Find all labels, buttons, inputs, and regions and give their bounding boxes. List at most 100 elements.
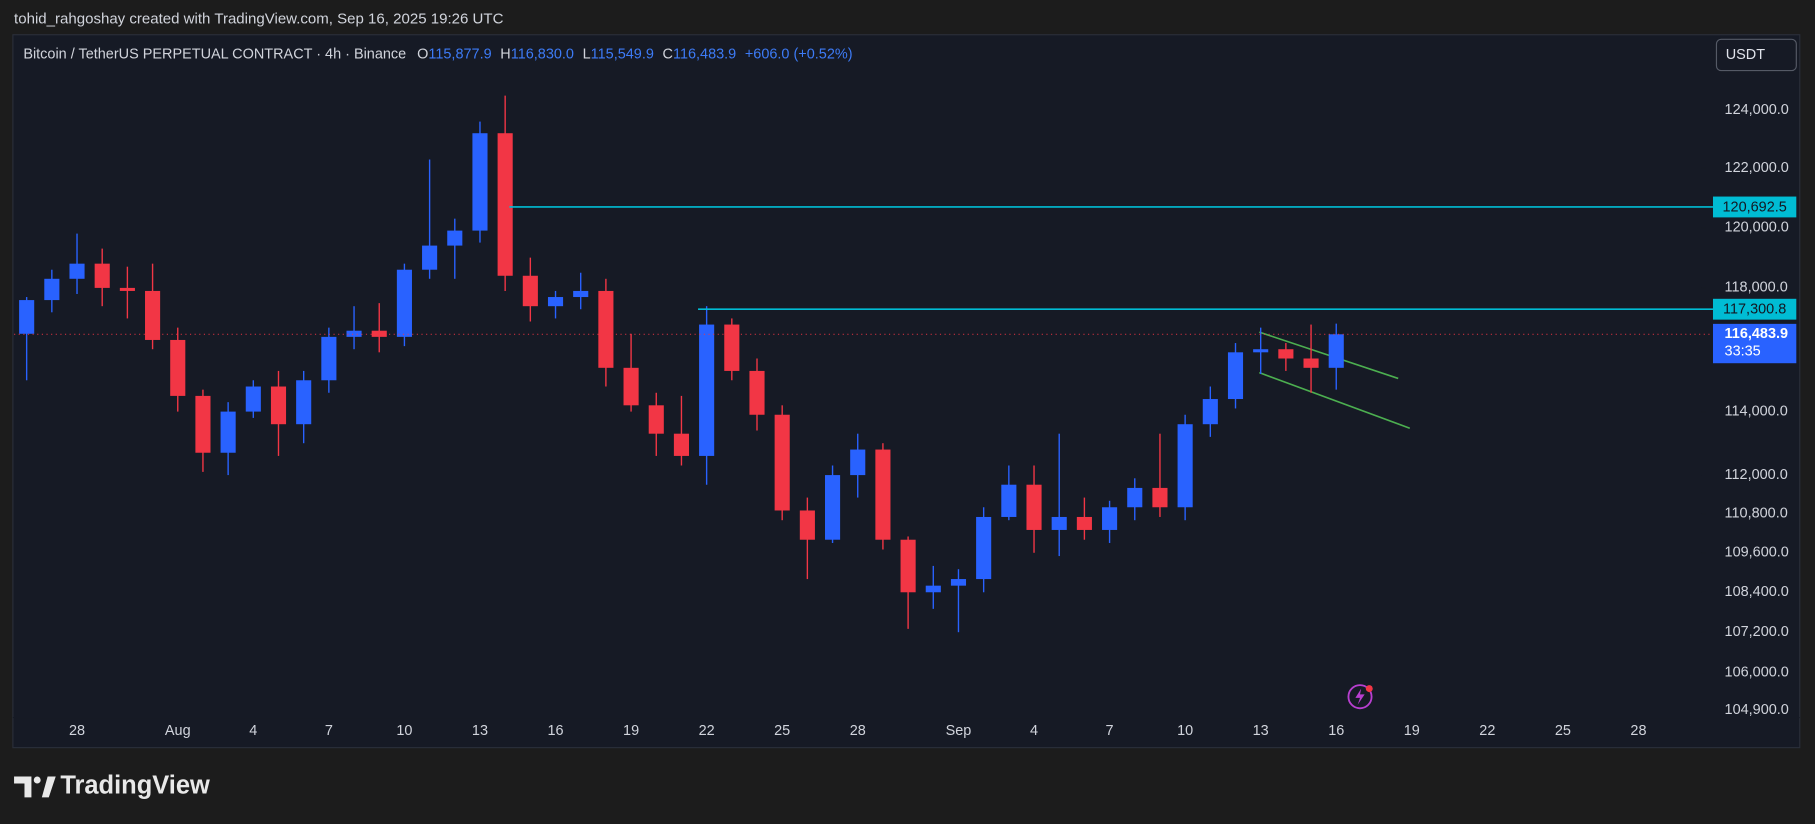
level-label-box — [1712, 196, 1797, 218]
x-tick-label: 10 — [1177, 723, 1193, 739]
alert-icon[interactable] — [1347, 684, 1373, 710]
candle-body — [1303, 358, 1319, 368]
countdown: 33:35 — [1725, 343, 1761, 359]
y-tick-label: 104,900.0 — [1725, 702, 1789, 718]
x-tick-label: Aug — [165, 723, 191, 739]
x-tick-label: 10 — [396, 723, 412, 739]
candle-body — [119, 287, 135, 291]
candle-body — [623, 367, 639, 406]
level-label-box — [1712, 298, 1797, 320]
brand-logo — [14, 776, 56, 798]
candle-body — [724, 324, 740, 371]
ohlc-value: 116,830.0 — [511, 46, 574, 62]
candle-body — [245, 386, 261, 412]
candle-body — [875, 449, 891, 540]
ohlc-key: C — [663, 46, 673, 62]
candle-body — [573, 290, 589, 298]
level-label: 117,300.8 — [1723, 302, 1786, 318]
candle-body — [598, 290, 614, 368]
creator-line: tohid_rahgoshay created with TradingView… — [14, 11, 504, 28]
candle-body — [522, 275, 538, 307]
y-tick-label: 120,000.0 — [1725, 219, 1789, 235]
x-tick-label: 4 — [249, 723, 257, 739]
currency-button[interactable] — [1715, 38, 1797, 72]
x-tick-label: 13 — [472, 723, 488, 739]
candle-body — [19, 300, 35, 334]
candle-body — [145, 290, 161, 340]
candle-body — [195, 395, 211, 453]
y-tick-label: 110,800.0 — [1725, 506, 1788, 522]
y-tick-label: 108,400.0 — [1725, 584, 1789, 600]
y-tick-label: 124,000.0 — [1725, 102, 1789, 118]
x-tick-label: 7 — [1106, 723, 1114, 739]
candle-body — [346, 330, 362, 337]
candle-body — [925, 585, 941, 593]
candle-body — [648, 405, 664, 434]
currency-label: USDT — [1726, 47, 1766, 63]
candle-body — [1227, 352, 1244, 400]
candle-body — [497, 133, 513, 276]
candle-body — [1328, 334, 1344, 368]
change: +606.0 (+0.52%) — [745, 46, 853, 62]
y-tick-label: 112,000.0 — [1725, 467, 1788, 483]
plot: 104,900.0 106,000.0 107,200.0 108,400.0 109,… — [14, 95, 1797, 739]
candle-body — [1001, 484, 1017, 517]
candle-body — [1076, 516, 1092, 530]
candle-body — [699, 324, 715, 456]
x-tick-label: 16 — [547, 723, 563, 739]
channel-lower — [1259, 371, 1411, 429]
level-label: 120,692.5 — [1722, 199, 1786, 215]
candle-body — [547, 297, 564, 307]
candle-body — [447, 230, 463, 246]
x-tick-label: 25 — [1555, 723, 1571, 739]
x-tick-label: 4 — [1030, 723, 1038, 739]
candle-body — [472, 133, 488, 231]
candle-body — [749, 370, 765, 415]
symbol: Bitcoin / TetherUS PERPETUAL CONTRACT · … — [23, 46, 406, 62]
x-tick-label: 28 — [850, 723, 866, 739]
candle-body — [1127, 487, 1143, 508]
candle-body — [673, 433, 690, 456]
candle-body — [296, 380, 312, 425]
y-tick-label: 122,000.0 — [1725, 160, 1789, 176]
y-tick-label: 107,200.0 — [1725, 624, 1789, 640]
candle-body — [850, 449, 866, 476]
x-tick-label: 25 — [774, 723, 790, 739]
brand-name: TradingView — [60, 772, 210, 800]
y-tick-label: 106,000.0 — [1725, 664, 1789, 680]
candle-body — [321, 336, 337, 381]
candle-body — [976, 516, 992, 580]
candle-body — [1253, 349, 1269, 353]
last-price-box — [1712, 323, 1797, 364]
candle-body — [94, 263, 110, 288]
candle-body — [1102, 507, 1118, 530]
y-tick-label: 109,600.0 — [1725, 545, 1789, 561]
ohlc-value: 115,549.9 — [591, 46, 654, 62]
candle-body — [170, 339, 186, 396]
ohlc-value: 116,483.9 — [673, 46, 736, 62]
x-tick-label: 16 — [1328, 723, 1344, 739]
candle-body — [270, 386, 287, 425]
candle-body — [900, 539, 916, 593]
candle-body — [44, 278, 60, 301]
candle-body — [950, 579, 967, 586]
candle-body — [422, 245, 438, 270]
ohlc-key: L — [583, 46, 591, 62]
x-tick-label: 7 — [325, 723, 333, 739]
x-tick-label: 19 — [1404, 723, 1420, 739]
candle-body — [1051, 516, 1067, 530]
candle-body — [396, 269, 412, 337]
candle-body — [220, 411, 236, 453]
y-tick-label: 118,000.0 — [1725, 280, 1788, 296]
candle-body — [824, 475, 841, 540]
x-tick-label: 22 — [699, 723, 715, 739]
x-tick-label: Sep — [946, 723, 972, 739]
x-tick-label: 22 — [1479, 723, 1495, 739]
y-tick-label: 114,000.0 — [1725, 403, 1788, 419]
legend: Bitcoin / TetherUS PERPETUAL CONTRACT · … — [23, 46, 852, 62]
candle-body — [1177, 424, 1193, 508]
last-price-label: 116,483.9 — [1725, 326, 1789, 342]
candle-body — [1202, 399, 1218, 425]
